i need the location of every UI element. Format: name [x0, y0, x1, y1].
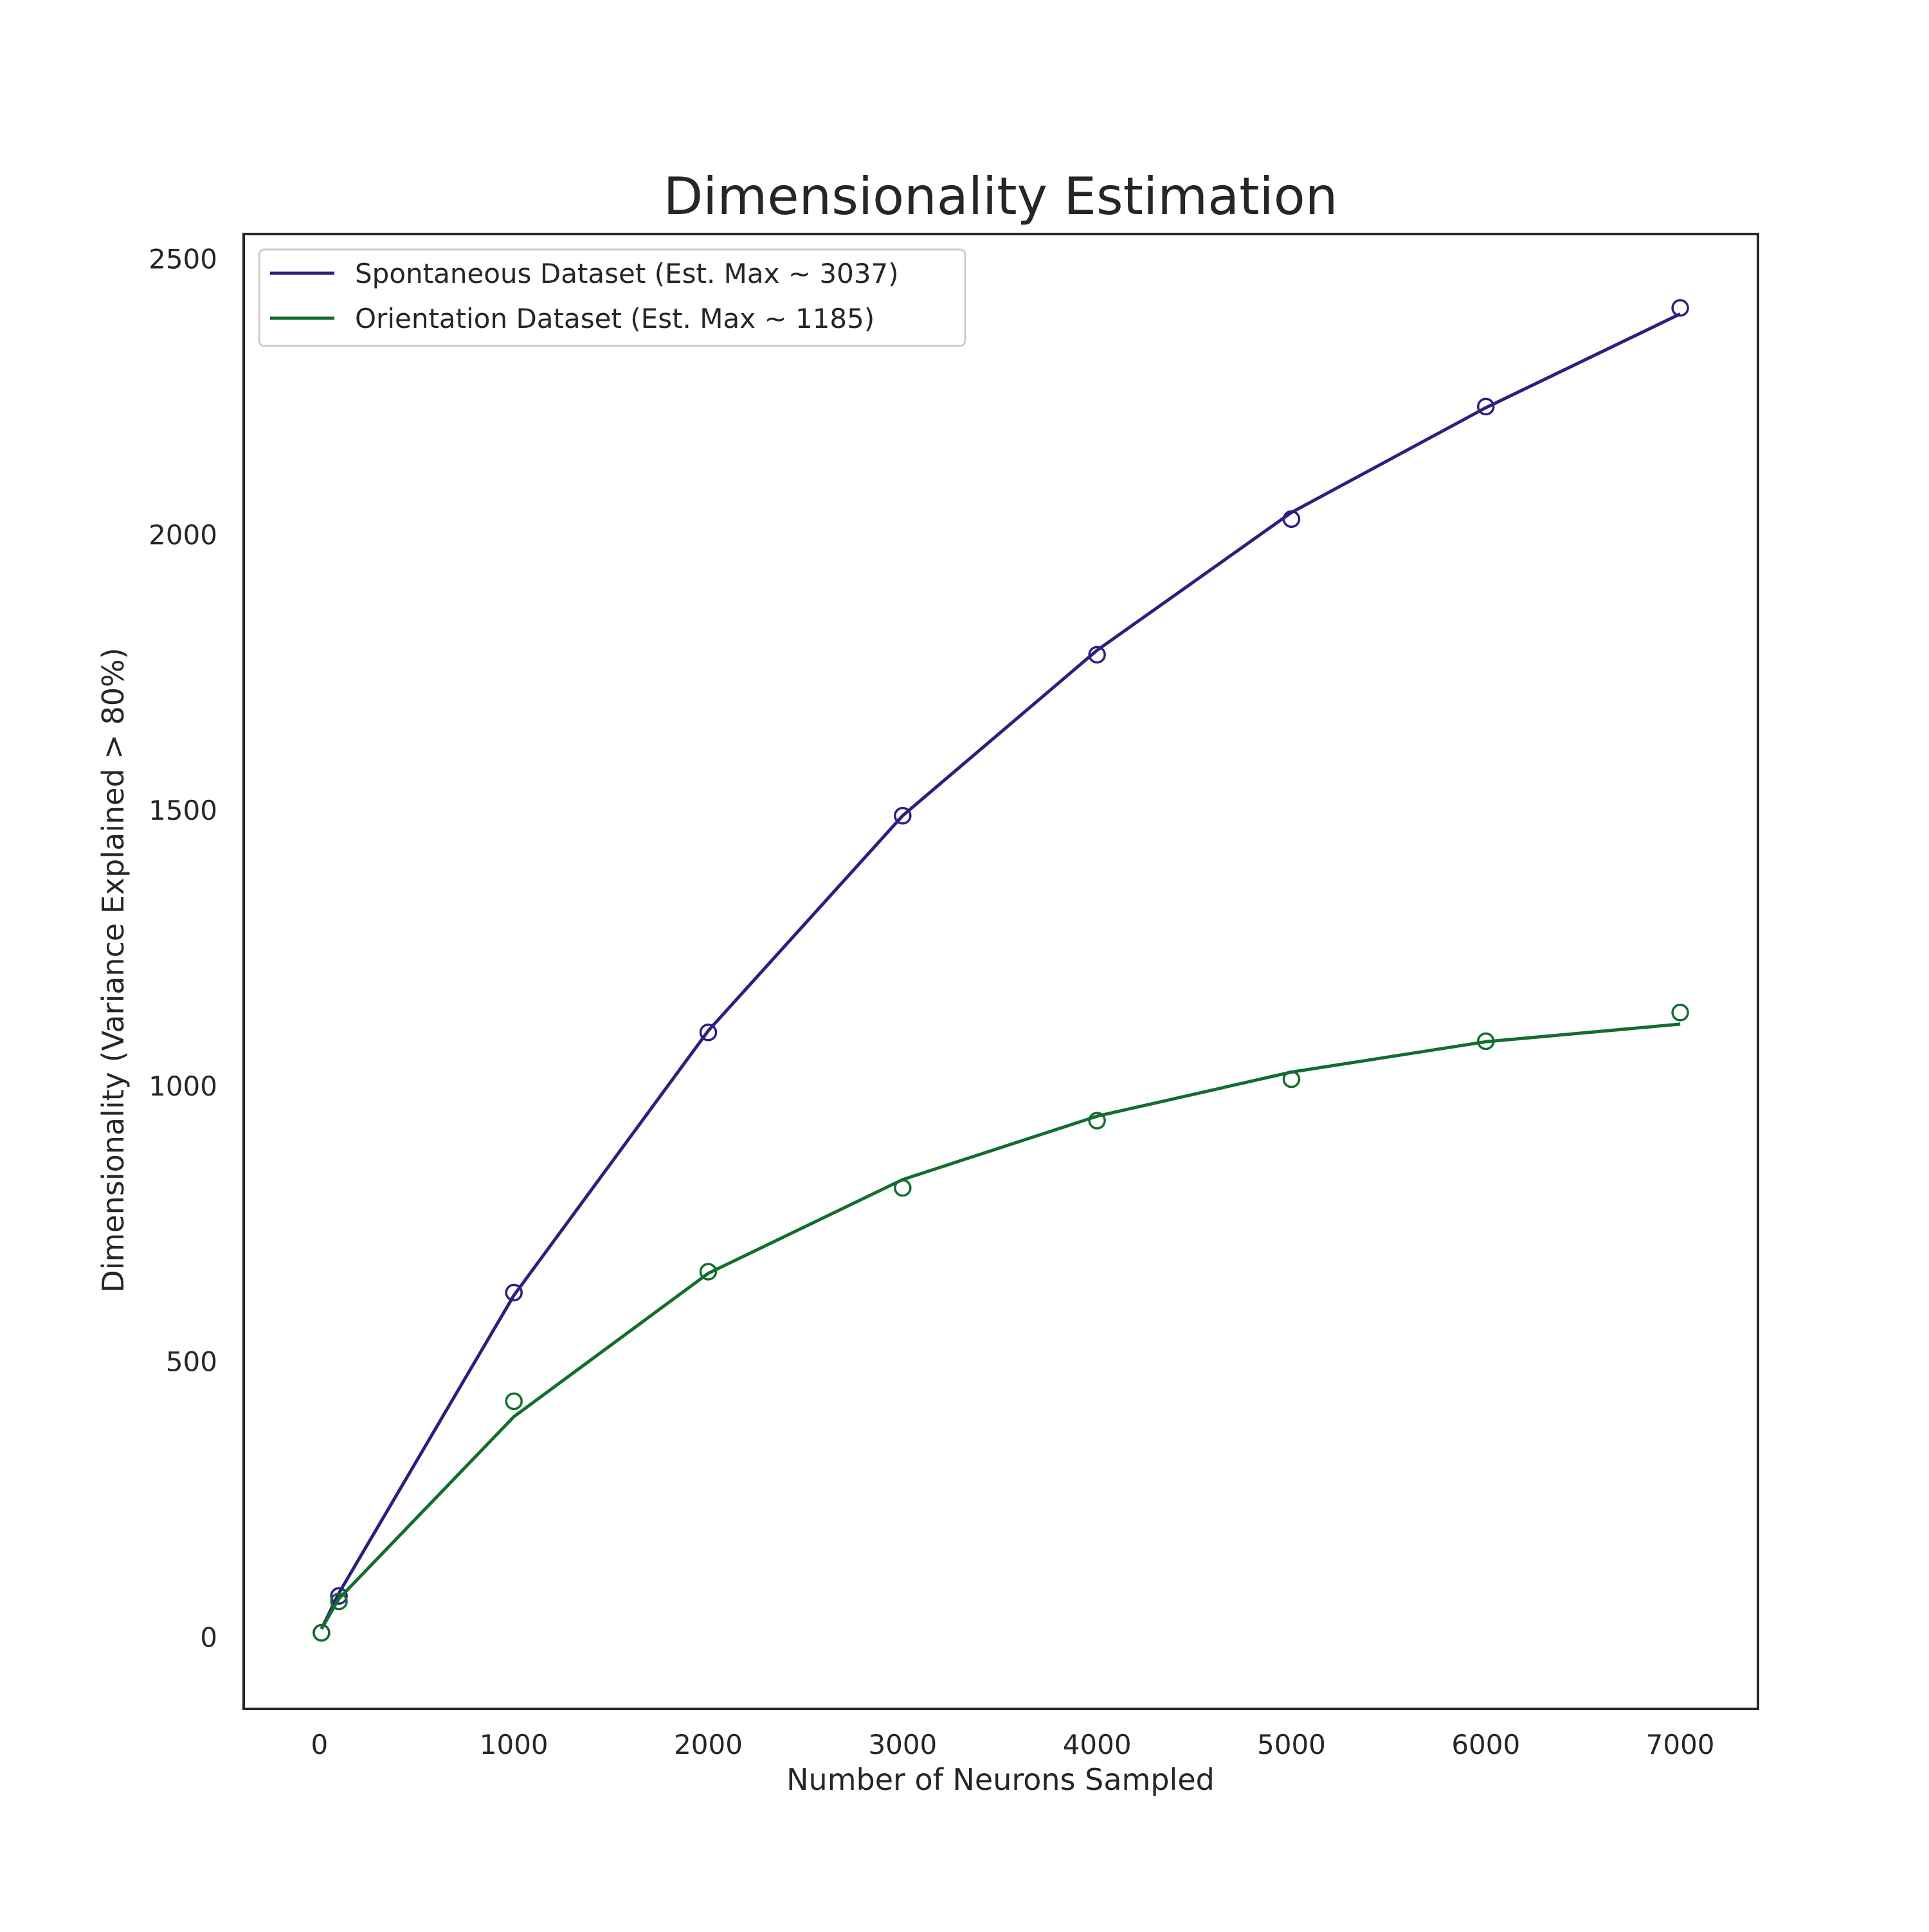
axis-ticks: 0 1000 2000 3000 4000 5000 6000 7000 0 500 1000 150…: [149, 244, 1714, 1760]
chart-title: Dimensionality Estimation: [664, 167, 1338, 226]
data-point-orientation: [894, 1178, 912, 1197]
y-tick-label: 1000: [149, 1070, 217, 1102]
y-tick-label: 2500: [149, 244, 217, 275]
data-point-spontaneous: [699, 1024, 718, 1042]
x-tick-label: 3000: [868, 1729, 937, 1760]
y-axis-label: Dimensionality (Variance Explained > 80%…: [96, 647, 131, 1292]
data-point-orientation: [330, 1593, 348, 1611]
x-tick-label: 4000: [1063, 1729, 1132, 1760]
y-tick-label: 500: [166, 1346, 217, 1378]
data-point-orientation: [1088, 1112, 1106, 1130]
y-tick-label: 0: [200, 1622, 217, 1654]
data-point-spontaneous: [1671, 299, 1689, 317]
axes-frame: [242, 233, 1759, 1710]
data-point-spontaneous: [1088, 646, 1106, 664]
data-point-orientation: [312, 1623, 331, 1642]
data-point-orientation: [699, 1263, 718, 1281]
legend-label-spontaneous: Spontaneous Dataset (Est. Max ~ 3037): [355, 258, 899, 289]
x-axis-label: Number of Neurons Sampled: [786, 1762, 1215, 1797]
legend: Spontaneous Dataset (Est. Max ~ 3037) Or…: [258, 248, 966, 347]
x-tick-label: 0: [311, 1729, 329, 1760]
x-tick-label: 2000: [674, 1729, 743, 1760]
data-point-spontaneous: [1477, 397, 1495, 416]
data-point-orientation: [1671, 1004, 1689, 1022]
x-tick-label: 1000: [480, 1729, 548, 1760]
x-tick-label: 7000: [1646, 1729, 1715, 1760]
series-line-orientation: [320, 1022, 1681, 1630]
data-point-spontaneous: [330, 1587, 348, 1605]
legend-label-orientation: Orientation Dataset (Est. Max ~ 1185): [355, 303, 874, 334]
plot-area: [312, 299, 1689, 1642]
x-tick-label: 6000: [1451, 1729, 1520, 1760]
x-tick-label: 5000: [1257, 1729, 1326, 1760]
data-point-spontaneous: [505, 1283, 523, 1302]
data-point-spontaneous: [1282, 510, 1301, 528]
y-tick-label: 2000: [149, 519, 217, 550]
data-point-spontaneous: [894, 806, 912, 825]
data-point-orientation: [505, 1392, 523, 1411]
data-point-orientation: [1477, 1032, 1495, 1051]
data-point-orientation: [1282, 1070, 1301, 1088]
series-line-spontaneous: [320, 312, 1681, 1630]
y-tick-label: 1500: [149, 795, 217, 826]
legend-box: [258, 248, 966, 347]
